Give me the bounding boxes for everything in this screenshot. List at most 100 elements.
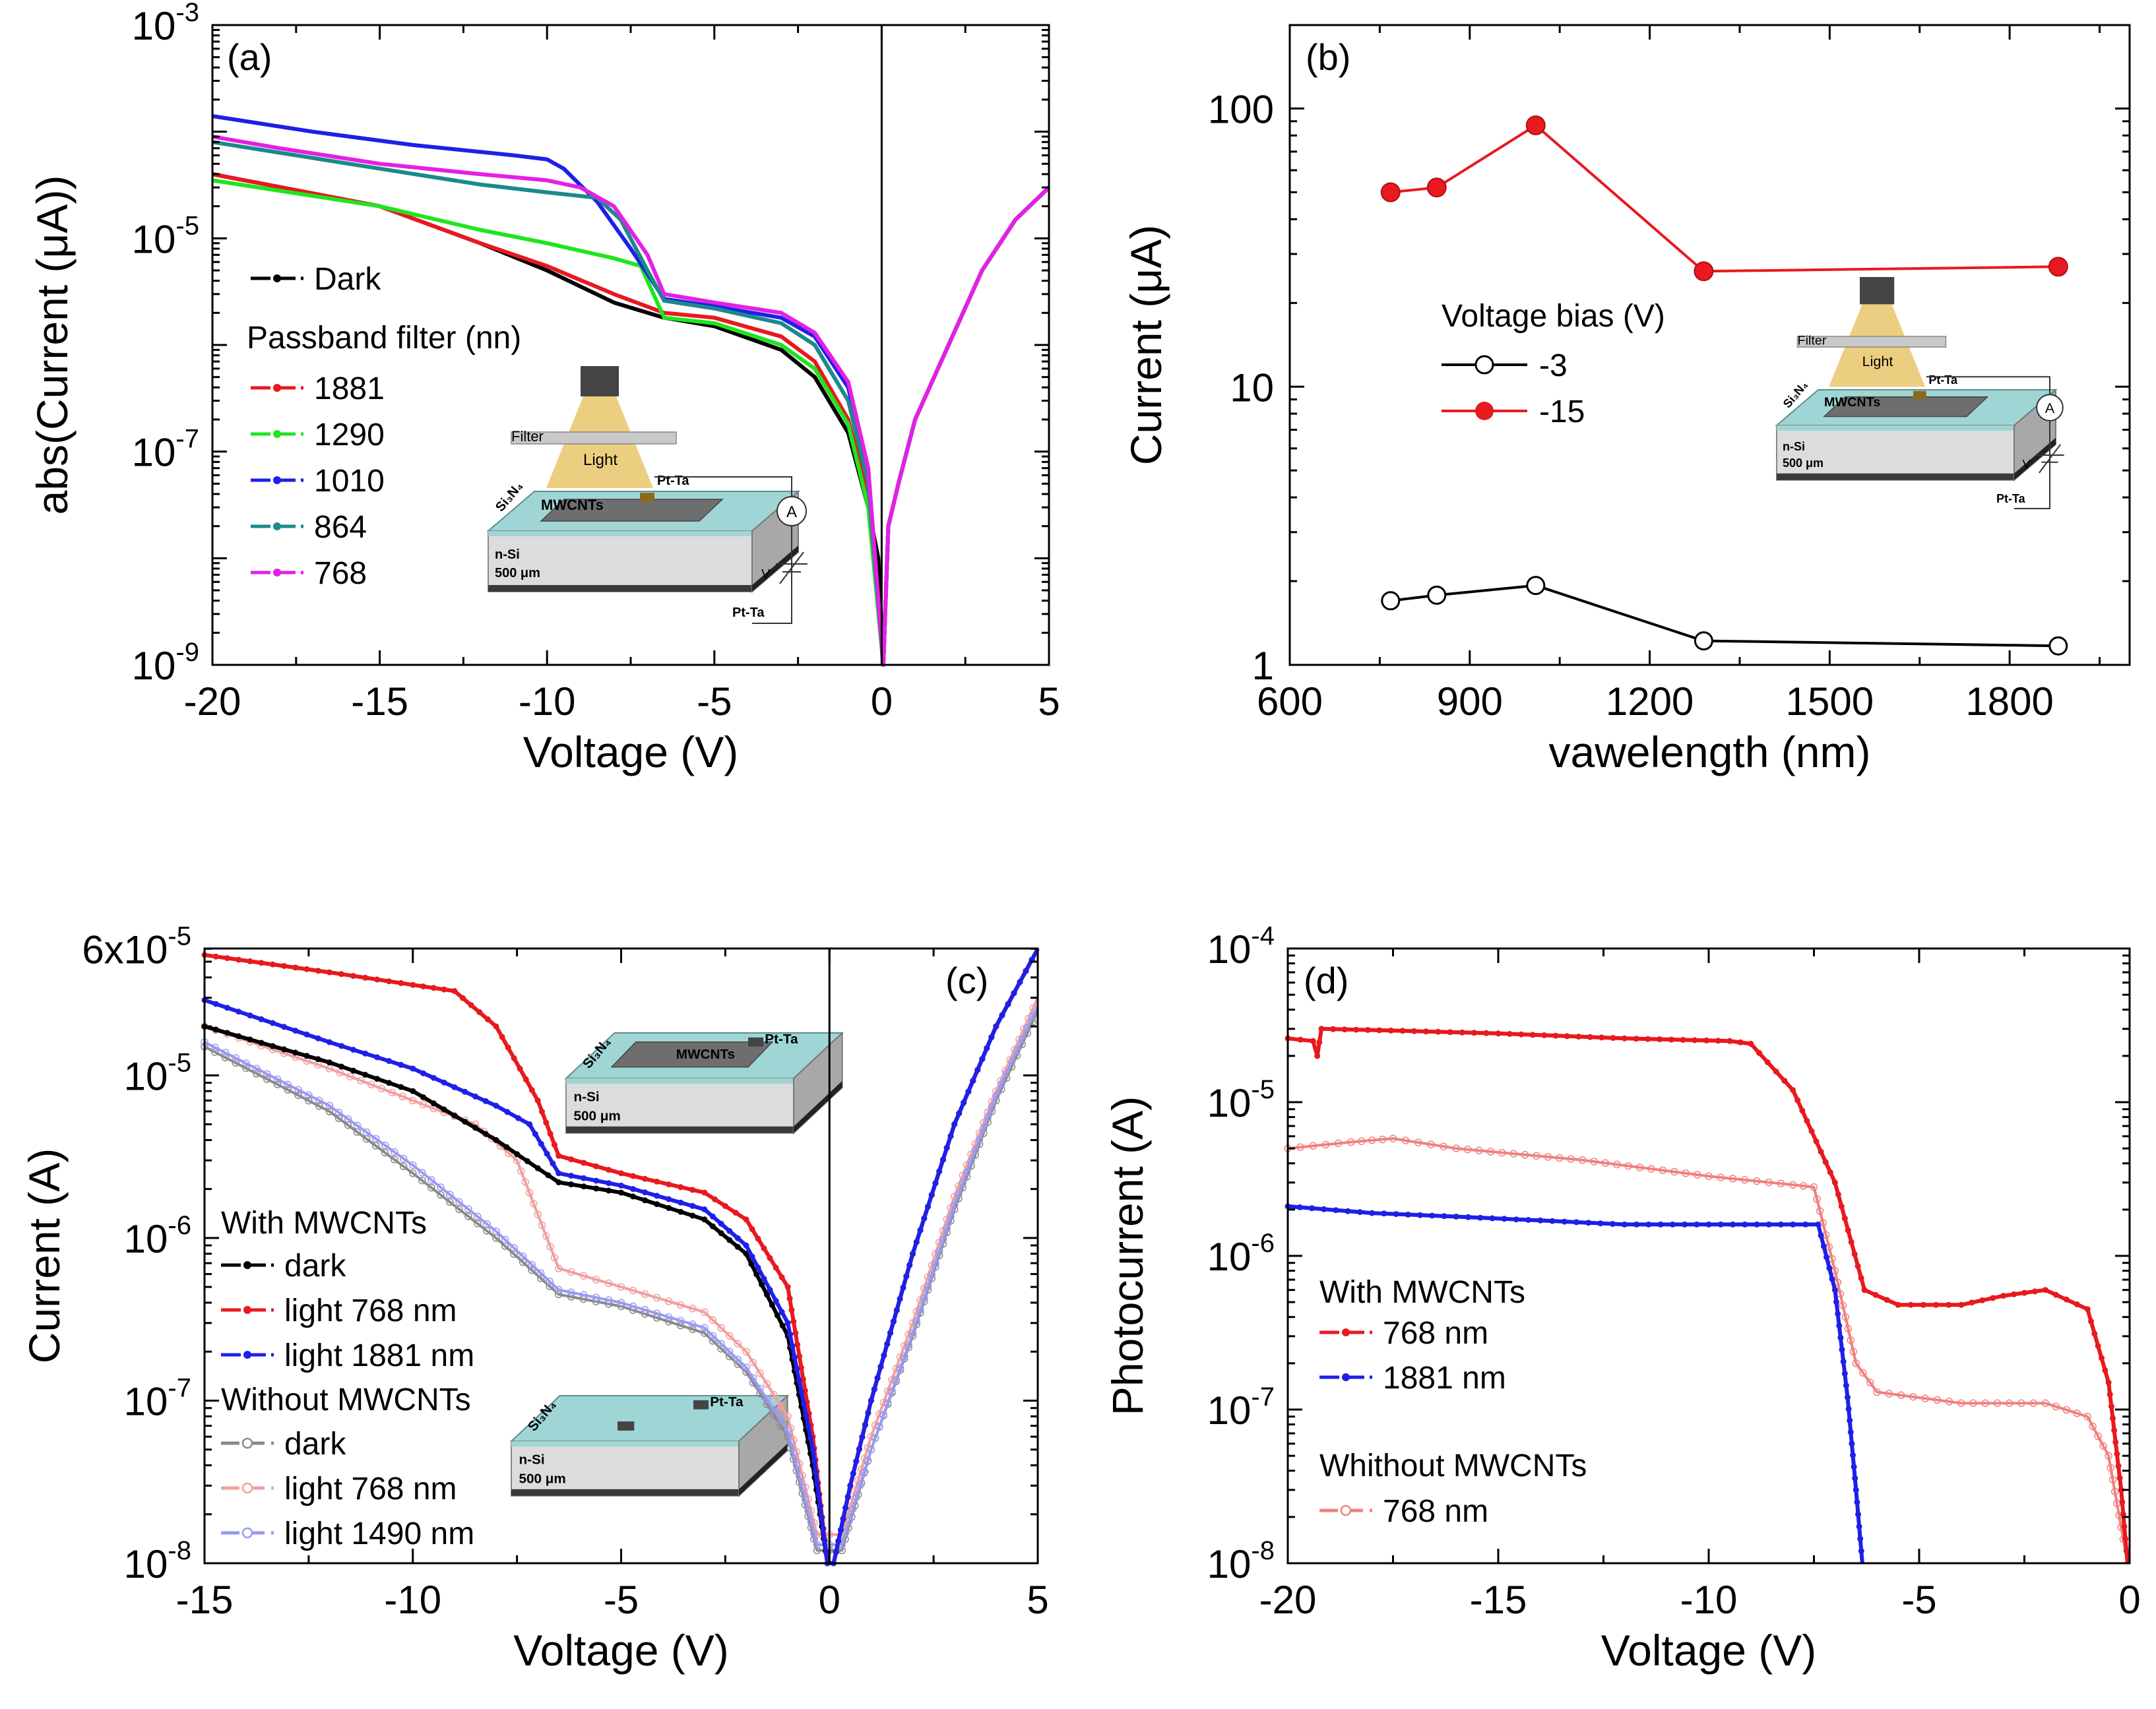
data-point-d-2 <box>2105 1452 2112 1460</box>
data-point-d-0 <box>1587 1034 1593 1040</box>
data-point-d-2 <box>1849 1348 1858 1356</box>
nsi-label-b: n-Si <box>1783 440 1805 453</box>
data-point-c-2 <box>862 1421 868 1428</box>
data-point-c-1 <box>292 964 299 971</box>
data-point-c-3 <box>334 1114 343 1123</box>
device-nitride-layer-a <box>488 531 752 536</box>
data-point-d-2 <box>1981 1399 1990 1408</box>
data-point-d-0 <box>1920 1301 1926 1308</box>
legend-marker-d-2 <box>1340 1505 1352 1516</box>
device-side-contact-c-without <box>739 1443 788 1496</box>
data-point-c-3 <box>263 1075 271 1083</box>
data-point-c-2 <box>943 1144 950 1151</box>
y-tick-label-c: 10-7 <box>124 1373 191 1423</box>
data-point-c-5 <box>888 1387 896 1396</box>
data-point-c-5 <box>221 1049 230 1057</box>
data-point-d-1 <box>1429 1212 1436 1219</box>
data-point-c-2 <box>734 1235 741 1241</box>
data-point-c-2 <box>258 1016 265 1022</box>
data-point-c-3 <box>709 1337 717 1345</box>
data-point-c-2 <box>951 1121 958 1127</box>
data-point-c-0 <box>420 1094 426 1100</box>
data-point-d-0 <box>1872 1291 1879 1298</box>
data-point-d-0 <box>1727 1038 1733 1044</box>
mwcnts-label-a: MWCNTs <box>541 497 604 513</box>
data-point-d-2 <box>1810 1183 1818 1191</box>
data-point-d-0 <box>1353 1026 1360 1033</box>
data-point-c-3 <box>536 1274 545 1282</box>
data-point-c-2 <box>956 1110 963 1117</box>
data-point-c-5 <box>641 1306 649 1314</box>
data-point-d-0 <box>1399 1028 1406 1034</box>
data-point-d-0 <box>1376 1027 1383 1034</box>
data-point-c-3 <box>273 1080 282 1088</box>
data-point-d-2 <box>1601 1159 1610 1167</box>
data-point-c-2 <box>835 1538 842 1544</box>
device-back-contact-b <box>1777 473 2014 480</box>
data-point-c-0 <box>281 1046 288 1053</box>
data-point-c-5 <box>992 1092 1000 1100</box>
data-point-c-0 <box>410 1088 416 1094</box>
data-point-c-2 <box>865 1410 872 1416</box>
device-back-contact-c-without <box>511 1489 739 1496</box>
data-point-c-0 <box>764 1291 770 1298</box>
data-point-c-4 <box>377 1084 386 1093</box>
data-point-b-0 <box>1427 585 1447 605</box>
y-axis-title-a: abs(Current (μA)) <box>28 175 77 515</box>
data-point-d-0 <box>1657 1036 1663 1043</box>
data-point-d-0 <box>1808 1128 1815 1134</box>
data-point-d-1 <box>1381 1210 1387 1217</box>
plot-frame-b <box>1288 24 2131 666</box>
data-point-c-5 <box>864 1457 872 1466</box>
data-point-c-2 <box>326 1039 333 1045</box>
data-point-c-2 <box>778 1309 785 1315</box>
data-point-d-2 <box>1567 1155 1575 1163</box>
data-point-c-3 <box>381 1148 389 1157</box>
data-point-d-0 <box>2102 1367 2108 1373</box>
data-point-c-4 <box>604 1279 613 1288</box>
data-point-c-2 <box>856 1446 862 1452</box>
data-point-c-5 <box>701 1324 709 1332</box>
data-point-c-4 <box>567 1268 575 1276</box>
data-point-d-1 <box>1790 1221 1796 1227</box>
data-point-d-1 <box>1537 1217 1544 1224</box>
data-point-d-1 <box>1829 1276 1835 1282</box>
thickness-label-b: 500 μm <box>1783 456 1823 470</box>
data-point-d-1 <box>1847 1429 1854 1435</box>
data-point-c-1 <box>689 1187 696 1193</box>
data-point-d-0 <box>1435 1028 1442 1035</box>
legend-label-c-2: light 1881 nm <box>284 1338 474 1373</box>
circuit-wire-b <box>1926 376 2050 509</box>
data-point-c-2 <box>544 1150 550 1157</box>
data-point-c-5 <box>928 1270 936 1279</box>
data-point-c-3 <box>689 1325 697 1334</box>
data-point-c-2 <box>451 1084 458 1090</box>
data-point-d-1 <box>1826 1265 1833 1272</box>
data-point-d-0 <box>1316 1039 1323 1045</box>
series-line-d-1 <box>1287 1204 1864 1564</box>
data-point-c-4 <box>357 1076 365 1085</box>
data-point-c-2 <box>874 1375 881 1381</box>
data-point-c-2 <box>913 1239 920 1245</box>
data-point-c-3 <box>325 1107 334 1115</box>
data-point-d-1 <box>1645 1221 1652 1227</box>
data-point-c-4 <box>652 1293 661 1302</box>
x-tick-label-d: -15 <box>1470 1578 1527 1622</box>
data-point-c-5 <box>947 1212 955 1220</box>
data-point-c-2 <box>842 1505 849 1511</box>
data-point-c-4 <box>629 1286 637 1295</box>
data-point-c-1 <box>790 1319 797 1324</box>
legend-label-c-4: light 768 nm <box>284 1472 457 1507</box>
data-point-c-4 <box>664 1297 673 1305</box>
data-point-c-4 <box>709 1316 717 1324</box>
data-point-d-2 <box>1427 1140 1435 1148</box>
data-point-c-5 <box>399 1154 408 1163</box>
data-point-c-0 <box>630 1193 636 1200</box>
legend-group1-c: With MWCNTs <box>221 1206 427 1241</box>
data-point-d-2 <box>2110 1487 2119 1496</box>
data-point-d-1 <box>1836 1322 1843 1329</box>
data-point-d-0 <box>1835 1191 1841 1198</box>
